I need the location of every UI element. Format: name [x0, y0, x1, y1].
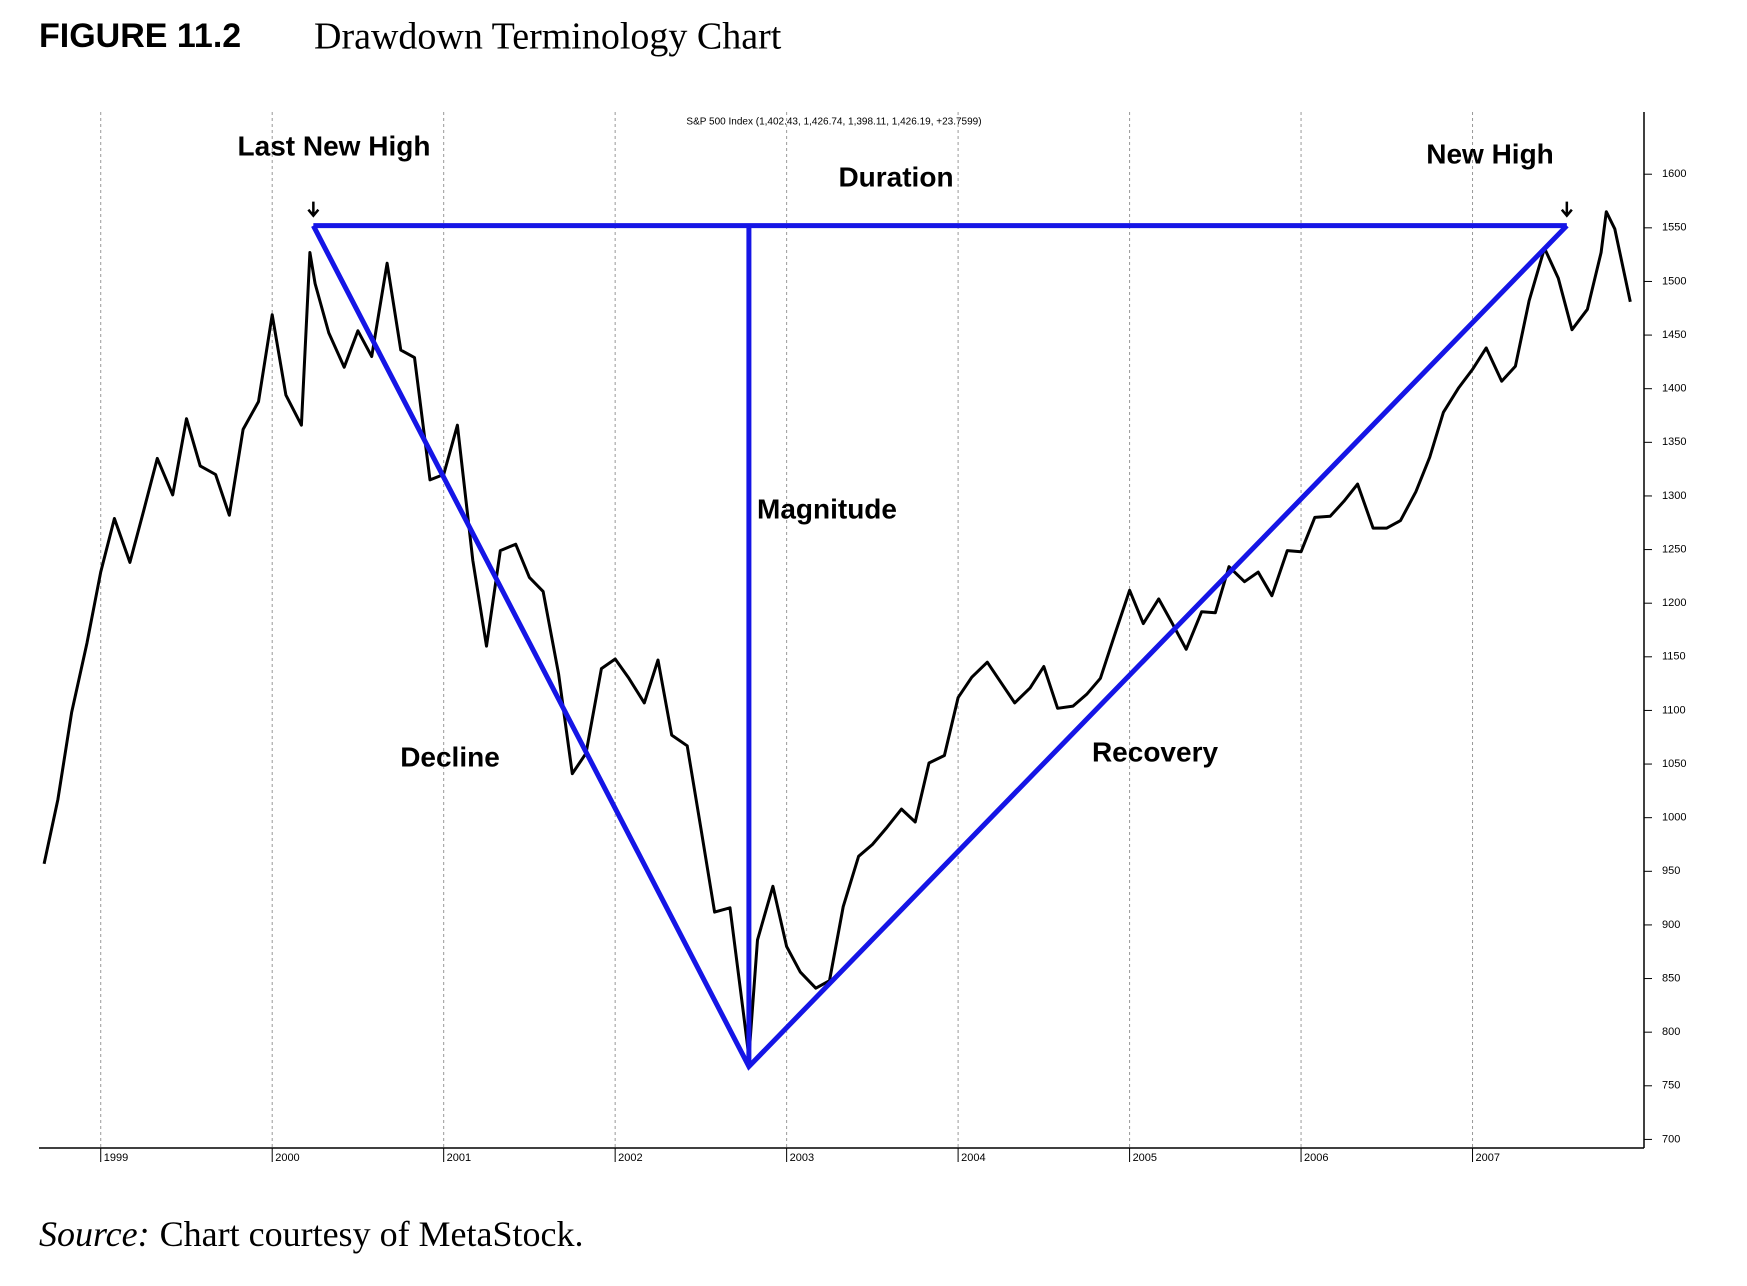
y-tick-label: 1250 [1662, 543, 1686, 555]
y-tick-label: 1500 [1662, 275, 1686, 287]
annotation: Decline [400, 741, 500, 772]
y-tick-label: 1050 [1662, 758, 1686, 770]
annotation: Last New High [238, 130, 431, 161]
high-arrow [307, 201, 320, 218]
y-tick-label: 1150 [1662, 651, 1686, 663]
x-tick-label: 2003 [790, 1152, 814, 1164]
y-tick-label: 1350 [1662, 436, 1686, 448]
y-tick-label: 700 [1662, 1133, 1680, 1145]
x-tick-label: 2004 [961, 1152, 985, 1164]
x-tick-label: 2000 [275, 1152, 299, 1164]
x-tick-label: 2005 [1133, 1152, 1157, 1164]
y-tick-label: 1550 [1662, 222, 1686, 234]
figure-label: FIGURE 11.2 [39, 17, 241, 55]
y-tick-label: 1200 [1662, 597, 1686, 609]
plot-area: 700 750 800 850 900 950 1000 1050 1100 1150 1200 12… [39, 112, 1686, 1164]
source-label: Source: [39, 1214, 150, 1254]
annotation: New High [1426, 138, 1554, 169]
annotation: Duration [838, 161, 953, 192]
chart-title: Drawdown Terminology Chart [314, 16, 782, 58]
y-tick-label: 800 [1662, 1026, 1680, 1038]
source-text: Chart courtesy of MetaStock. [160, 1214, 584, 1254]
high-arrow [1560, 201, 1573, 218]
source: Source: Chart courtesy of MetaStock. [39, 1214, 584, 1254]
y-tick-label: 1000 [1662, 812, 1686, 824]
y-tick-label: 900 [1662, 919, 1680, 931]
y-tick-label: 1600 [1662, 168, 1686, 180]
y-tick-label: 850 [1662, 972, 1680, 984]
y-tick-label: 1100 [1662, 704, 1686, 716]
y-tick-label: 1400 [1662, 383, 1686, 395]
chart-subtitle: S&P 500 Index (1,402.43, 1,426.74, 1,398… [686, 117, 981, 128]
drawdown-vee [311, 223, 1569, 1071]
x-tick-label: 1999 [104, 1152, 128, 1164]
y-tick-label: 1450 [1662, 329, 1686, 341]
annotation: Recovery [1092, 736, 1219, 767]
x-tick-label: 2001 [447, 1152, 471, 1164]
x-tick-label: 2007 [1476, 1152, 1500, 1164]
x-tick-label: 2006 [1304, 1152, 1328, 1164]
y-tick-label: 750 [1662, 1080, 1680, 1092]
price-line [42, 210, 1632, 1059]
x-tick-label: 2002 [618, 1152, 642, 1164]
annotation: Magnitude [757, 493, 897, 524]
y-tick-label: 950 [1662, 865, 1680, 877]
y-tick-label: 1300 [1662, 490, 1686, 502]
